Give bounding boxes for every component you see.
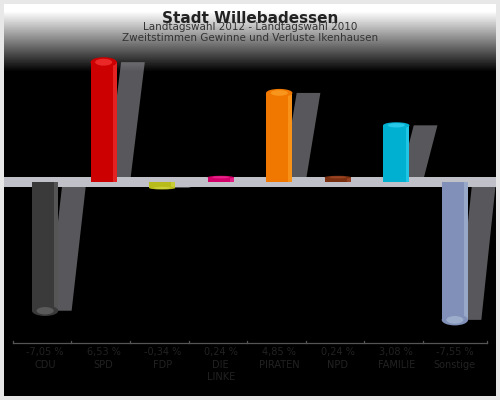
Bar [442, 182, 468, 320]
Bar [464, 182, 468, 320]
Text: DIE
LINKE: DIE LINKE [206, 360, 235, 382]
Bar [54, 182, 58, 311]
Polygon shape [224, 177, 262, 182]
Bar [347, 177, 351, 182]
Text: Stadt Willebadessen: Stadt Willebadessen [162, 10, 338, 26]
Bar [208, 177, 234, 182]
Bar [406, 125, 409, 182]
Text: -0,34 %: -0,34 % [144, 347, 181, 357]
Text: PIRATEN: PIRATEN [259, 360, 300, 370]
Bar [383, 125, 409, 182]
Bar [4, 176, 496, 187]
Ellipse shape [90, 57, 117, 67]
Polygon shape [399, 125, 438, 182]
Text: FDP: FDP [152, 360, 172, 370]
Text: 6,53 %: 6,53 % [86, 347, 120, 357]
Ellipse shape [149, 186, 176, 190]
Polygon shape [48, 182, 86, 311]
Ellipse shape [446, 316, 464, 324]
Bar [113, 62, 117, 182]
Bar [172, 182, 175, 188]
Text: 4,85 %: 4,85 % [262, 347, 296, 357]
Ellipse shape [212, 176, 230, 178]
Ellipse shape [36, 307, 54, 314]
Ellipse shape [324, 176, 351, 179]
Text: CDU: CDU [34, 360, 56, 370]
Bar [90, 62, 117, 182]
Bar [288, 93, 292, 182]
Ellipse shape [329, 176, 346, 178]
Text: Landtagswahl 2012 - Landtagswahl 2010: Landtagswahl 2012 - Landtagswahl 2010 [143, 22, 357, 32]
Ellipse shape [442, 314, 468, 325]
Text: NPD: NPD [328, 360, 348, 370]
Ellipse shape [266, 89, 292, 97]
Ellipse shape [388, 123, 405, 128]
Polygon shape [165, 182, 203, 188]
Ellipse shape [208, 176, 234, 179]
Text: Sonstige: Sonstige [434, 360, 476, 370]
Bar [230, 177, 234, 182]
Ellipse shape [383, 122, 409, 128]
Text: 0,24 %: 0,24 % [204, 347, 238, 357]
Polygon shape [340, 177, 379, 182]
Ellipse shape [154, 187, 171, 189]
Polygon shape [282, 93, 321, 182]
Text: SPD: SPD [94, 360, 114, 370]
Ellipse shape [95, 59, 112, 66]
Text: Zweitstimmen Gewinne und Verluste Ikenhausen: Zweitstimmen Gewinne und Verluste Ikenha… [122, 34, 378, 44]
Bar [324, 177, 351, 182]
Polygon shape [458, 182, 496, 320]
Text: 3,08 %: 3,08 % [380, 347, 413, 357]
Text: FAMILIE: FAMILIE [378, 360, 415, 370]
Text: 0,24 %: 0,24 % [321, 347, 354, 357]
Ellipse shape [32, 306, 58, 316]
Bar [266, 93, 292, 182]
Ellipse shape [270, 90, 288, 96]
Bar [32, 182, 58, 311]
Bar [149, 182, 176, 188]
Text: -7,05 %: -7,05 % [26, 347, 64, 357]
Text: -7,55 %: -7,55 % [436, 347, 474, 357]
Polygon shape [106, 62, 145, 182]
